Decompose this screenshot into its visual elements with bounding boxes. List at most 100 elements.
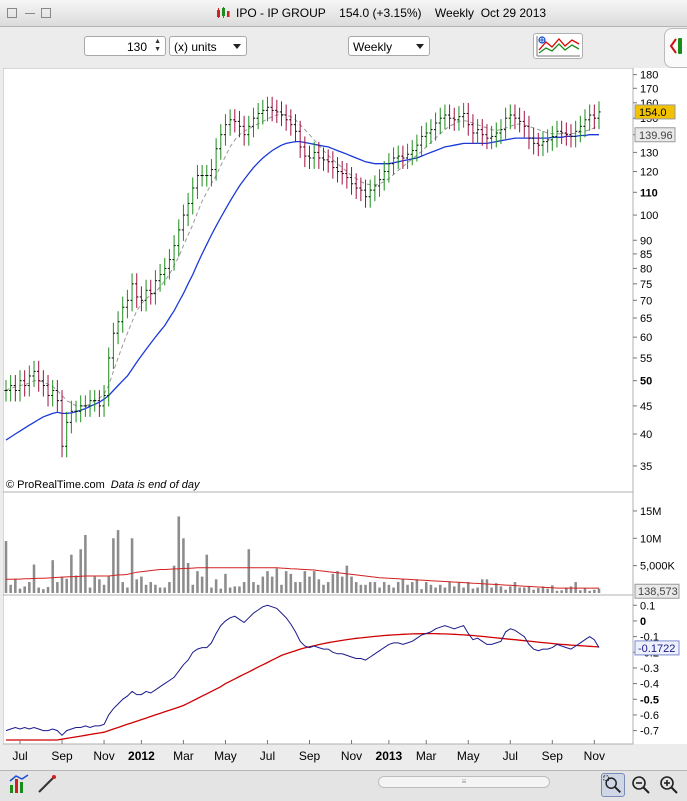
volume-bar <box>238 586 241 593</box>
volume-panel <box>4 516 601 593</box>
volume-bar <box>485 579 489 593</box>
side-panel-tab[interactable] <box>664 28 687 68</box>
chart-area[interactable]: 1801701601501401301201101009085807570656… <box>3 68 687 768</box>
volume-bar <box>438 584 442 593</box>
price-axis-label: 120 <box>640 167 658 179</box>
indicator-button[interactable] <box>533 33 583 59</box>
volume-bar <box>233 586 237 593</box>
time-axis-label: Sep <box>299 749 321 763</box>
units-dropdown-label: (x) units <box>174 40 217 54</box>
volume-bar <box>149 582 153 593</box>
close-window-icon[interactable] <box>7 8 17 18</box>
volume-bar <box>546 588 549 593</box>
price-tag-text: 154.0 <box>639 107 667 119</box>
units-stepper[interactable]: 130 ▲ ▼ <box>84 36 166 56</box>
volume-bar <box>284 571 288 593</box>
volume-bar <box>308 576 311 593</box>
price-tag-box <box>634 127 676 143</box>
units-dropdown[interactable]: (x) units <box>169 36 247 56</box>
volume-bar <box>452 586 456 593</box>
volume-bar <box>336 571 339 593</box>
axis-labels: 1801701601501401301201101009085807570656… <box>12 70 680 763</box>
volume-bar <box>112 538 115 593</box>
units-value[interactable]: 130 <box>126 40 147 54</box>
price-axis-label: 65 <box>640 313 652 325</box>
oscillator-axis-label: -0.5 <box>640 694 659 706</box>
volume-bar <box>289 573 293 593</box>
price-axis-label: 45 <box>640 401 652 413</box>
volume-bar <box>396 582 400 593</box>
time-axis-label: May <box>457 749 480 763</box>
volume-bar <box>387 584 391 593</box>
grip-icon[interactable]: ≡ <box>461 777 467 786</box>
time-scrollbar[interactable]: ≡ <box>378 776 550 788</box>
volume-bar <box>368 582 372 593</box>
volume-bar <box>509 586 512 593</box>
volume-bar <box>551 585 554 593</box>
volume-bar <box>312 571 316 593</box>
oscillator-axis-label: 0.1 <box>640 600 655 612</box>
oscillator-signal-line <box>6 632 600 741</box>
period-dropdown[interactable]: Weekly <box>348 36 430 56</box>
volume-bar <box>359 584 363 593</box>
volume-bar <box>182 538 185 593</box>
volume-tag-box <box>634 583 680 599</box>
volume-bar <box>574 582 577 593</box>
oscillator-axis-label: -0.7 <box>640 726 659 738</box>
volume-bar <box>340 576 344 593</box>
volume-bar <box>322 584 325 593</box>
maximize-window-icon[interactable] <box>41 8 51 18</box>
zoom-select-button[interactable] <box>601 773 625 797</box>
volume-bar <box>256 584 260 593</box>
copyright-text: © ProRealTime.com Data is end of day <box>6 479 201 491</box>
oscillator-axis-label: -0.4 <box>640 679 659 691</box>
oscillator-axis-label: 0 <box>640 616 646 628</box>
volume-bar <box>158 587 162 593</box>
volume-bar <box>350 576 353 593</box>
price-axis-label: 60 <box>640 332 652 344</box>
drawing-tools-icon[interactable] <box>36 773 58 795</box>
volume-bar <box>219 588 223 593</box>
volume-bar <box>154 584 157 593</box>
zoom-out-button[interactable] <box>629 773 653 797</box>
chart-tools-icon[interactable] <box>8 773 30 795</box>
volume-bar <box>205 554 209 593</box>
volume-bar <box>18 588 22 593</box>
volume-bar <box>28 582 31 593</box>
price-axis-label: 130 <box>640 147 658 159</box>
volume-bar <box>560 590 563 593</box>
price-axis-label: 85 <box>640 249 652 261</box>
price-axis-label: 70 <box>640 295 652 307</box>
volume-bar <box>168 582 171 593</box>
volume-bar <box>270 576 274 593</box>
volume-average-line <box>6 567 599 589</box>
price-axis-label: 80 <box>640 263 652 275</box>
volume-bar <box>523 587 526 593</box>
volume-bar <box>583 588 587 593</box>
time-axis-label: Jul <box>12 749 27 763</box>
volume-axis-label: 5,000K <box>640 561 676 573</box>
volume-bar <box>191 584 195 593</box>
volume-bar <box>480 579 484 593</box>
volume-bar <box>527 586 531 593</box>
volume-bar <box>579 590 582 593</box>
last-price: 154.0 <box>339 6 370 20</box>
time-axis-label: 2012 <box>128 749 155 763</box>
chart-background <box>3 68 634 745</box>
volume-bar <box>434 587 437 593</box>
time-axis-label: Mar <box>173 749 194 763</box>
time-axis-label: 2013 <box>376 749 403 763</box>
date-title: Oct 29 2013 <box>480 6 547 20</box>
status-bar <box>0 770 687 801</box>
credit-text: © ProRealTime.com <box>6 479 105 491</box>
instrument-name: IP GROUP <box>267 6 326 20</box>
zoom-in-button[interactable] <box>657 773 681 797</box>
zoom-out-icon <box>632 776 650 794</box>
axis-background <box>633 68 687 744</box>
minimize-window-icon[interactable] <box>25 8 35 14</box>
volume-bar <box>495 583 498 593</box>
stepper-arrows-icon[interactable]: ▲ ▼ <box>154 38 161 53</box>
volume-bar <box>144 584 148 593</box>
volume-bar <box>214 579 218 593</box>
volume-bar <box>186 562 190 593</box>
